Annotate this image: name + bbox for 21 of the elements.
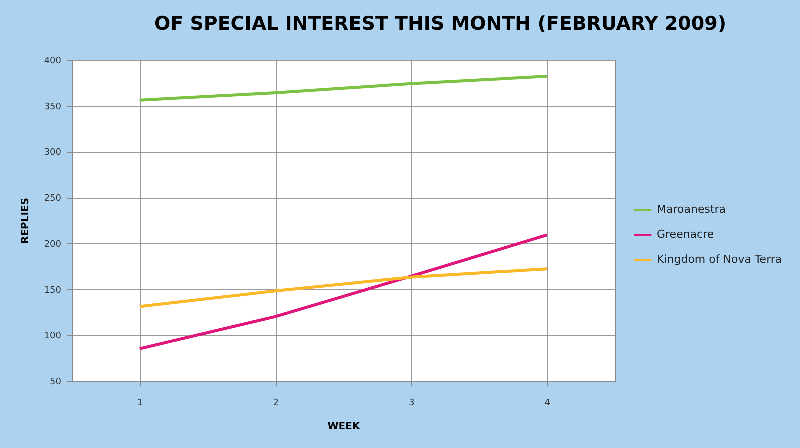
y-tick-label: 300: [44, 148, 62, 158]
legend-label: Maroanestra: [657, 203, 726, 216]
x-axis-title: WEEK: [328, 422, 362, 432]
x-tick-label: 4: [544, 398, 551, 408]
legend-label: Greenacre: [657, 228, 714, 241]
y-tick-label: 400: [44, 56, 62, 66]
x-tick-label: 2: [273, 398, 279, 408]
x-tick-label: 3: [409, 398, 415, 408]
chart-title: OF SPECIAL INTEREST THIS MONTH (FEBRUARY 2009): [154, 13, 727, 35]
x-tick-label: 1: [138, 398, 144, 408]
line-series: [138, 234, 549, 350]
y-tick-label: 150: [44, 286, 62, 296]
y-tick-label: 200: [44, 240, 62, 250]
y-tick-label: 250: [44, 194, 62, 204]
y-tick-label: 50: [50, 378, 62, 388]
y-tick-label: 350: [44, 102, 62, 112]
line-series: [138, 75, 549, 102]
line-series: [138, 268, 549, 308]
y-tick-label: 100: [44, 332, 62, 342]
y-axis-title: REPLIES: [20, 198, 32, 244]
legend-label: Kingdom of Nova Terra: [657, 253, 782, 266]
